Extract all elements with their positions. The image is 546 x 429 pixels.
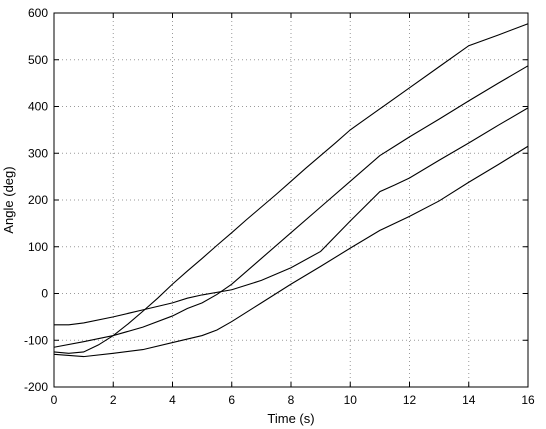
y-tick-label: 400 [28, 100, 48, 114]
y-tick-label: -200 [24, 380, 48, 394]
x-tick-label: 0 [51, 393, 58, 407]
x-tick-label: 16 [521, 393, 535, 407]
y-tick-label: 500 [28, 53, 48, 67]
x-tick-label: 6 [228, 393, 235, 407]
x-tick-label: 4 [169, 393, 176, 407]
series-line-2 [53, 65, 529, 348]
series-line-3 [54, 107, 529, 326]
x-tick-label: 2 [110, 393, 117, 407]
y-tick-label: -100 [24, 333, 48, 347]
y-tick-label: 0 [41, 287, 48, 301]
x-tick-label: 10 [344, 393, 358, 407]
y-tick-label: 200 [28, 193, 48, 207]
y-axis-label: Angle (deg) [1, 166, 16, 233]
x-axis-label: Time (s) [267, 411, 314, 426]
y-tick-label: 100 [28, 240, 48, 254]
x-tick-label: 8 [288, 393, 295, 407]
y-tick-labels: -200 -100 0 100 200 300 400 500 600 [24, 6, 48, 394]
x-tick-label: 14 [462, 393, 476, 407]
axis-ticks [53, 12, 529, 388]
grid [54, 13, 528, 387]
x-tick-label: 12 [403, 393, 417, 407]
x-tick-labels: 0 2 4 6 8 10 12 14 16 [51, 393, 535, 407]
series-line-4 [53, 145, 529, 358]
series-lines [53, 23, 529, 358]
series-line-1 [53, 23, 529, 354]
y-tick-label: 300 [28, 146, 48, 160]
y-tick-label: 600 [28, 6, 48, 20]
